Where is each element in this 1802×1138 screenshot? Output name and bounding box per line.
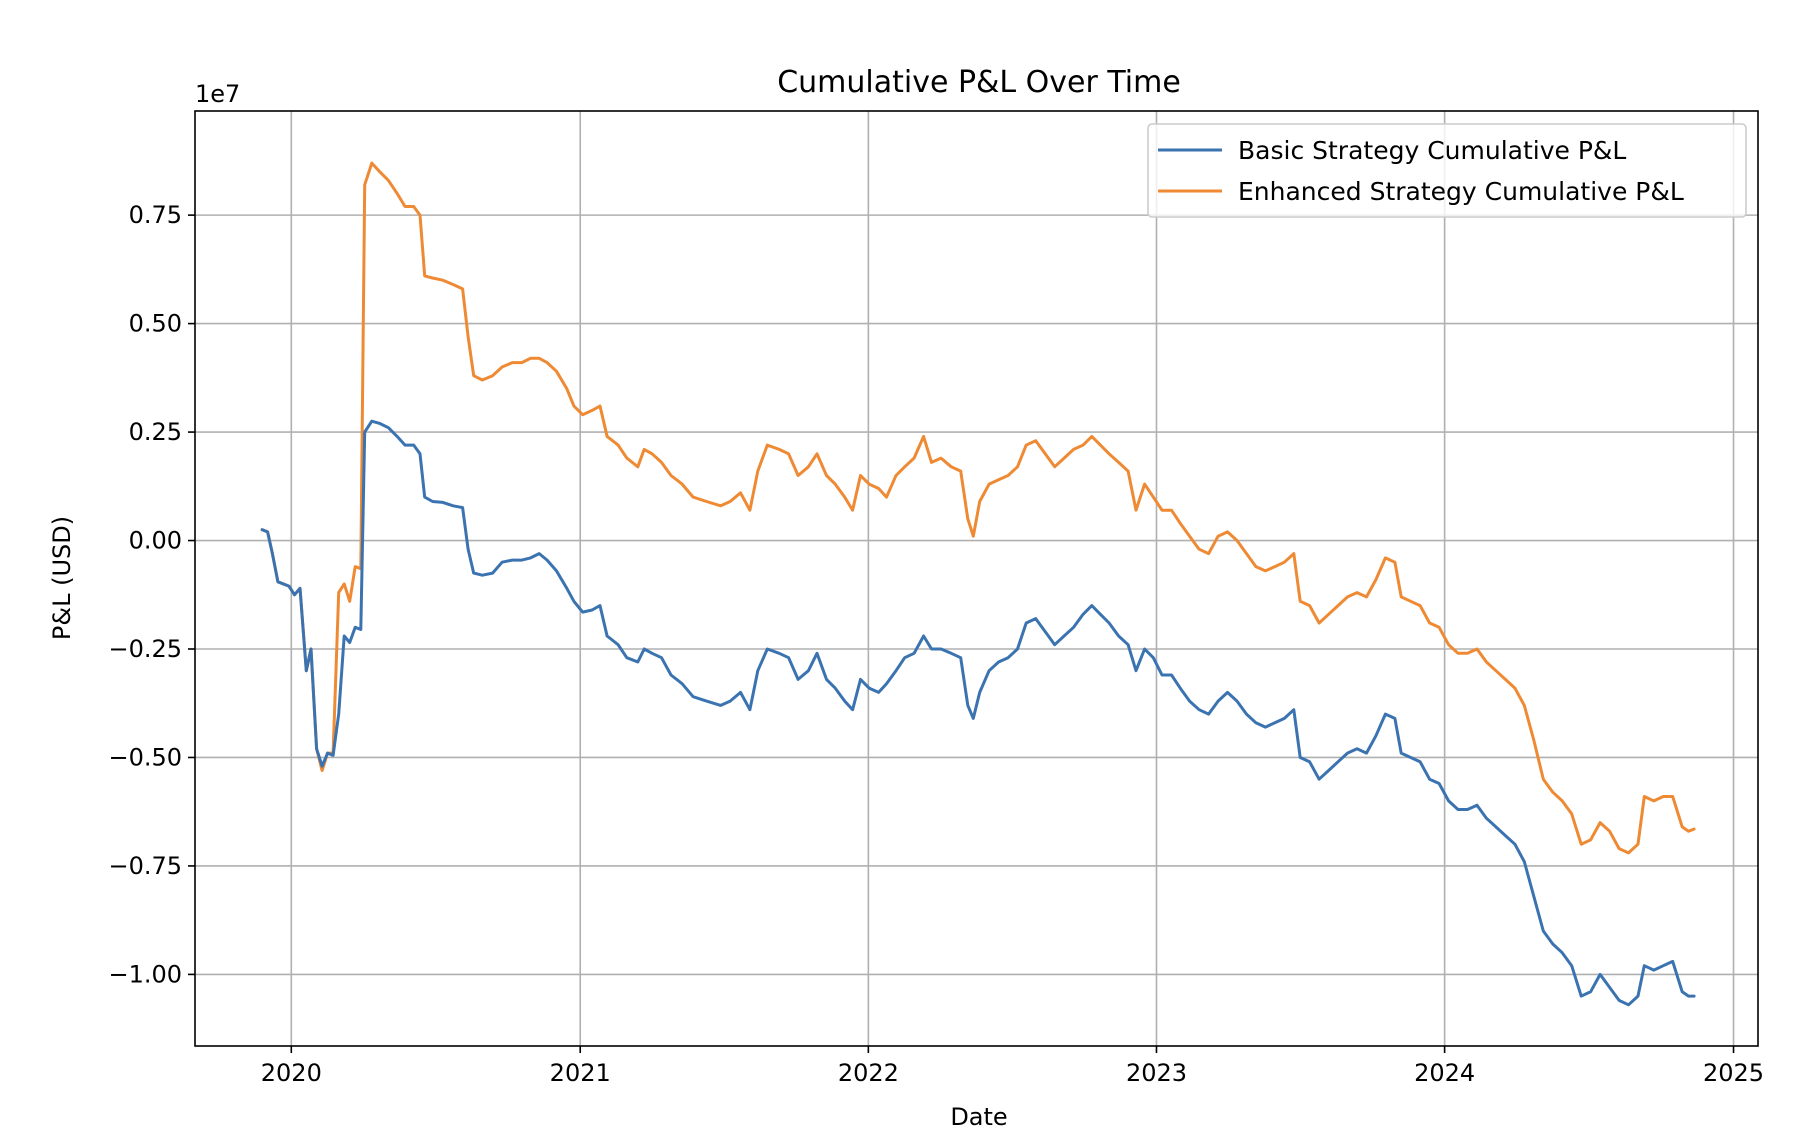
series-line-basic <box>260 419 1696 1007</box>
y-tick-label: 0.50 <box>129 310 182 338</box>
x-axis-label: Date <box>950 1103 1007 1131</box>
legend: Basic Strategy Cumulative P&L Enhanced S… <box>1147 123 1747 218</box>
plot-frame <box>194 110 1759 1047</box>
y-axis-ticks: −1.00 −0.75 −0.50 −0.25 0.00 0.25 0.50 0.75 <box>108 201 195 988</box>
chart-title: Cumulative P&L Over Time <box>777 65 1181 100</box>
series-line-enhanced <box>260 161 1696 855</box>
series-lines <box>260 161 1696 1007</box>
y-axis-label: P&L (USD) <box>48 516 76 640</box>
x-tick-label: 2024 <box>1414 1059 1475 1087</box>
y-tick-label: −1.00 <box>108 960 182 988</box>
y-tick-label: −0.50 <box>108 743 182 771</box>
y-tick-label: 0.00 <box>129 527 182 555</box>
y-tick-label: 0.25 <box>129 418 182 446</box>
x-tick-label: 2023 <box>1126 1059 1187 1087</box>
y-tick-label: −0.75 <box>108 852 182 880</box>
x-tick-label: 2020 <box>261 1059 322 1087</box>
legend-box <box>1147 123 1747 218</box>
x-tick-label: 2021 <box>550 1059 611 1087</box>
y-offset-label: 1e7 <box>195 80 240 108</box>
x-tick-label: 2025 <box>1703 1059 1764 1087</box>
x-tick-label: 2022 <box>838 1059 899 1087</box>
x-axis-ticks: 2020 2021 2022 2023 2024 2025 <box>261 1046 1764 1087</box>
grid <box>195 111 1758 1046</box>
legend-label-enhanced: Enhanced Strategy Cumulative P&L <box>1238 177 1684 206</box>
y-tick-label: 0.75 <box>129 201 182 229</box>
y-tick-label: −0.25 <box>108 635 182 663</box>
legend-label-basic: Basic Strategy Cumulative P&L <box>1238 136 1626 165</box>
